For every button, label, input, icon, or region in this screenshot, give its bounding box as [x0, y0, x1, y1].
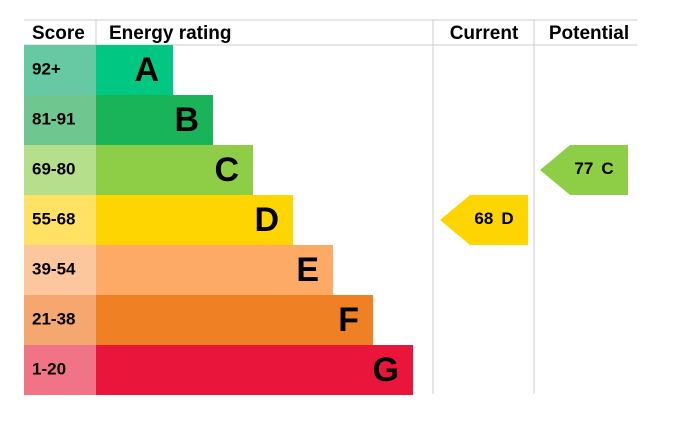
- score-label: 92+: [32, 59, 61, 78]
- score-cell: [24, 45, 96, 95]
- band-letter: B: [174, 101, 199, 139]
- potential-value: 77: [574, 159, 593, 178]
- score-label: 81-91: [32, 109, 75, 128]
- score-cell: [24, 245, 96, 295]
- score-cell: [24, 345, 96, 395]
- band-letter: D: [254, 201, 279, 239]
- band-letter: G: [373, 351, 399, 389]
- score-label: 39-54: [32, 259, 76, 278]
- potential-label: 77 C: [574, 159, 613, 178]
- current-arrow: [440, 195, 528, 245]
- potential-letter: C: [601, 159, 613, 178]
- current-letter: D: [501, 209, 513, 228]
- band-letter: C: [214, 151, 239, 189]
- header-current: Current: [450, 23, 519, 44]
- current-value: 68: [474, 209, 493, 228]
- potential-arrow: [540, 145, 628, 195]
- band-letter: E: [296, 251, 319, 289]
- band-bar: [96, 195, 293, 245]
- score-label: 21-38: [32, 309, 75, 328]
- band-letter: F: [338, 301, 359, 339]
- band-bar: [96, 295, 373, 345]
- score-label: 69-80: [32, 159, 75, 178]
- score-cell: [24, 195, 96, 245]
- score-cell: [24, 295, 96, 345]
- band-bar: [96, 145, 253, 195]
- band-bar: [96, 95, 213, 145]
- score-label: 55-68: [32, 209, 75, 228]
- header-potential: Potential: [549, 23, 629, 44]
- band-letter: A: [134, 51, 159, 89]
- score-cell: [24, 145, 96, 195]
- band-bar: [96, 245, 333, 295]
- header-rating: Energy rating: [109, 23, 231, 44]
- score-label: 1-20: [32, 359, 66, 378]
- current-label: 68 D: [474, 209, 513, 228]
- band-bar: [96, 45, 173, 95]
- header-score: Score: [32, 23, 85, 44]
- score-cell: [24, 95, 96, 145]
- band-bar: [96, 345, 413, 395]
